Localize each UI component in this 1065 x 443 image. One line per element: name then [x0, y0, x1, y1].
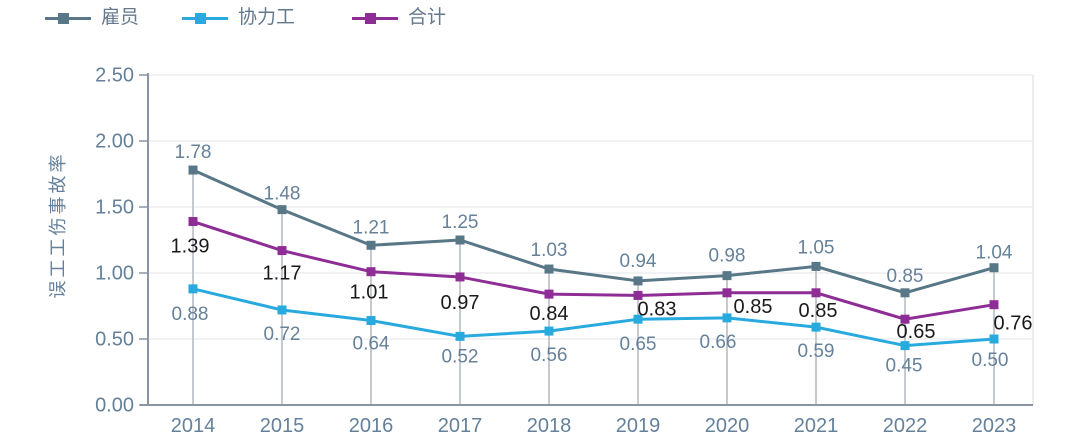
value-label-contractor: 0.64 — [353, 334, 390, 355]
legend-label-total: 合计 — [408, 7, 447, 28]
series-line-total — [192, 220, 995, 321]
x-tick-label: 2016 — [349, 415, 394, 437]
value-label-employee: 0.94 — [620, 251, 657, 272]
x-tick-label: 2022 — [883, 415, 928, 437]
value-label-contractor: 0.56 — [531, 345, 568, 366]
marker-total — [989, 300, 999, 310]
legend-label-employee: 雇员 — [101, 7, 140, 28]
value-label-contractor: 0.72 — [264, 324, 301, 345]
value-label-employee: 1.25 — [442, 212, 479, 233]
legend-marker-contractor — [182, 12, 228, 24]
value-label-total: 1.01 — [350, 282, 389, 304]
value-label-employee: 1.78 — [175, 142, 212, 163]
marker-contractor — [277, 305, 287, 315]
marker-employee — [722, 271, 732, 281]
value-label-total: 0.97 — [441, 292, 480, 314]
marker-employee — [633, 276, 643, 286]
value-label-contractor: 0.52 — [442, 346, 479, 367]
value-label-employee: 1.03 — [531, 240, 568, 261]
legend-square-icon — [58, 12, 69, 24]
marker-total — [455, 272, 465, 282]
x-tick-label: 2019 — [616, 415, 661, 437]
marker-contractor — [989, 334, 999, 344]
x-tick-label: 2020 — [705, 415, 750, 437]
marker-employee — [188, 165, 198, 175]
marker-total — [633, 290, 643, 300]
marker-employee — [811, 261, 821, 271]
value-label-contractor: 0.45 — [886, 356, 923, 377]
value-label-employee: 0.98 — [709, 246, 746, 267]
marker-total — [188, 217, 198, 227]
legend-square-icon — [365, 12, 376, 24]
marker-contractor — [366, 316, 376, 326]
value-label-employee: 0.85 — [887, 266, 924, 287]
value-label-contractor: 0.59 — [798, 341, 835, 362]
marker-contractor — [544, 326, 554, 336]
marker-contractor — [722, 313, 732, 323]
value-label-total: 0.84 — [530, 303, 569, 325]
value-label-employee: 1.05 — [798, 237, 835, 258]
legend-marker-total — [352, 12, 398, 24]
marker-employee — [455, 235, 465, 245]
marker-contractor — [900, 341, 910, 351]
marker-employee — [989, 263, 999, 273]
value-label-total: 0.85 — [799, 300, 838, 322]
value-label-total: 0.65 — [897, 321, 936, 343]
y-tick-label: 1.00 — [95, 263, 134, 285]
value-label-total: 0.76 — [994, 313, 1033, 335]
value-label-contractor: 0.65 — [620, 334, 657, 355]
marker-contractor — [188, 284, 198, 294]
y-tick-label: 0.50 — [95, 329, 134, 351]
marker-employee — [277, 205, 287, 215]
y-tick-label: 2.00 — [95, 131, 134, 153]
marker-total — [366, 267, 376, 277]
legend-label-contractor: 协力工 — [238, 7, 296, 28]
legend-marker-employee — [45, 12, 91, 24]
marker-contractor — [455, 331, 465, 341]
x-tick-label: 2014 — [171, 415, 216, 437]
x-tick-label: 2017 — [438, 415, 483, 437]
legend-item-total: 合计 — [352, 8, 446, 28]
x-tick-label: 2015 — [260, 415, 305, 437]
x-tick-label: 2023 — [972, 415, 1017, 437]
value-label-employee: 1.21 — [353, 217, 390, 238]
y-tick-label: 0.00 — [95, 395, 134, 417]
value-label-contractor: 0.66 — [700, 332, 737, 353]
series-line-employee — [192, 168, 995, 295]
y-tick-label: 1.50 — [95, 197, 134, 219]
y-tick-label: 2.50 — [95, 65, 134, 87]
legend-square-icon — [195, 12, 206, 24]
value-label-total: 0.83 — [638, 298, 677, 320]
marker-total — [900, 314, 910, 324]
value-label-total: 0.85 — [734, 296, 773, 318]
series-line-contractor — [192, 287, 995, 348]
marker-total — [544, 289, 554, 299]
value-label-total: 1.39 — [171, 236, 210, 258]
x-tick-label: 2018 — [527, 415, 572, 437]
marker-total — [722, 288, 732, 298]
value-label-employee: 1.48 — [264, 184, 301, 205]
marker-employee — [544, 264, 554, 274]
value-label-contractor: 0.88 — [172, 304, 209, 325]
marker-total — [277, 246, 287, 256]
value-label-total: 1.17 — [263, 263, 302, 285]
value-label-contractor: 0.50 — [972, 350, 1009, 371]
marker-contractor — [811, 322, 821, 332]
marker-employee — [900, 288, 910, 298]
legend-item-employee: 雇员 — [45, 8, 139, 28]
marker-total — [811, 288, 821, 298]
value-label-employee: 1.04 — [976, 243, 1013, 264]
marker-employee — [366, 240, 376, 250]
x-tick-label: 2021 — [794, 415, 839, 437]
legend-item-contractor: 协力工 — [182, 8, 295, 28]
marker-contractor — [633, 314, 643, 324]
